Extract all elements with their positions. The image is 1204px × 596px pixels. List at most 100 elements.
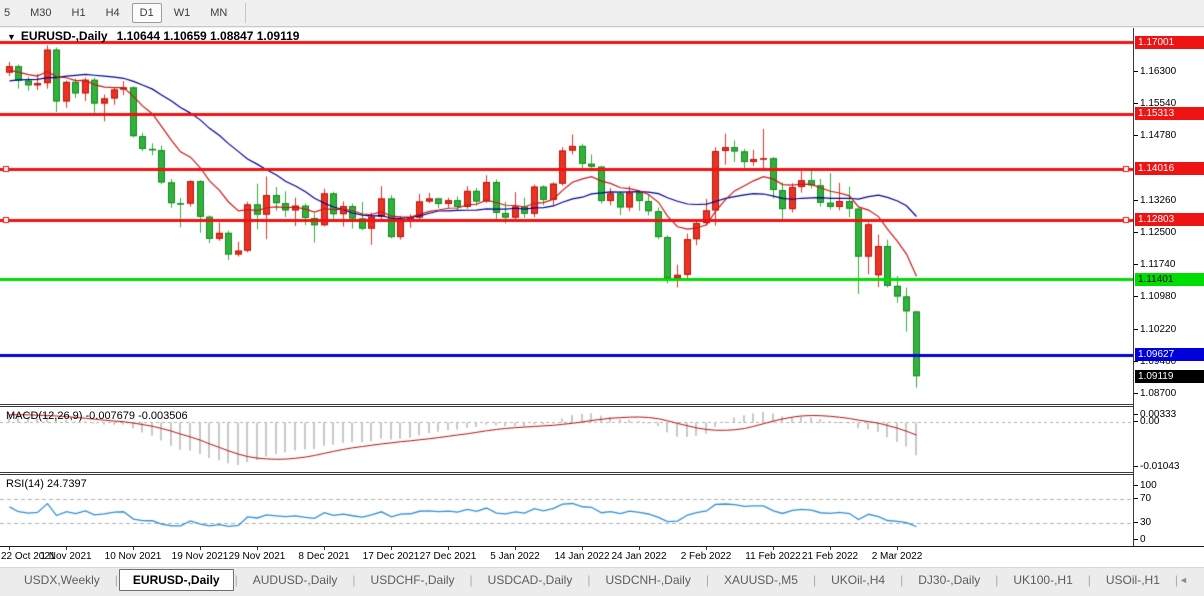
price-axis-tick: 1.12500 xyxy=(1133,226,1177,238)
price-level-badge: 1.09119 xyxy=(1135,369,1204,383)
tab-scroll-left-icon[interactable]: ◄ xyxy=(1179,575,1188,585)
tab-separator: | xyxy=(587,573,591,587)
date-axis-label: 10 Nov 2021 xyxy=(104,551,162,562)
date-axis-label: 2 Mar 2022 xyxy=(871,551,923,562)
tab-xauusd-m5[interactable]: XAUUSD-,M5 xyxy=(723,573,798,587)
macd-axis-tick: -0.01043 xyxy=(1133,461,1180,473)
price-level-badge: 1.15313 xyxy=(1135,107,1204,121)
price-axis[interactable]: 1.16300 1.15540 1.14780 1.13260 1.12500 1.117… xyxy=(1133,28,1204,546)
price-axis-tick: 1.08700 xyxy=(1133,387,1177,399)
chart-symbol-label: EURUSD-,Daily xyxy=(20,29,108,43)
tab-separator: | xyxy=(995,573,999,587)
time-axis-tick xyxy=(448,547,449,550)
price-axis-tick: 1.10220 xyxy=(1133,323,1177,335)
price-chart-canvas[interactable] xyxy=(0,28,1133,546)
time-axis-tick xyxy=(582,547,583,550)
tab-dj30-daily[interactable]: DJ30-,Daily xyxy=(918,573,981,587)
chart-tab-bar: USDX,Weekly | EURUSD-,Daily | AUDUSD-,Daily |… xyxy=(0,567,1204,596)
timeframe-button-5[interactable]: 5 xyxy=(4,7,11,19)
tab-separator: | xyxy=(1087,573,1091,587)
timeframe-button-m30[interactable]: M30 xyxy=(30,7,52,19)
rsi-name: RSI(14) xyxy=(6,478,44,490)
tab-separator: | xyxy=(705,573,709,587)
timeframe-button-w1[interactable]: W1 xyxy=(173,7,191,19)
rsi-indicator-label: RSI(14) 24.7397 xyxy=(6,478,87,490)
chart-ohlc-values: 1.10644 1.10659 1.08847 1.09119 xyxy=(116,29,300,43)
tab-usdcnh-daily[interactable]: USDCNH-,Daily xyxy=(605,573,691,587)
price-level-badge: 1.11401 xyxy=(1135,272,1204,286)
timeframe-button-d1[interactable]: D1 xyxy=(131,3,162,23)
timeframe-button-h1[interactable]: H1 xyxy=(71,7,86,19)
price-level-badge: 1.12803 xyxy=(1135,213,1204,227)
price-axis-tick: 1.10980 xyxy=(1133,291,1177,303)
macd-axis-tick: 0.00333 xyxy=(1133,409,1177,420)
tab-separator: | xyxy=(352,573,356,587)
tab-eurusd-daily[interactable]: EURUSD-,Daily xyxy=(118,569,234,591)
tab-audusd-daily[interactable]: AUDUSD-,Daily xyxy=(252,573,338,587)
time-axis[interactable]: 22 Oct 2021 1 Nov 2021 10 Nov 2021 19 Nov 2… xyxy=(0,546,1204,567)
tab-separator: | xyxy=(469,573,473,587)
time-axis-tick xyxy=(773,547,774,550)
macd-panel-splitter[interactable] xyxy=(0,404,1133,407)
time-axis-tick xyxy=(324,547,325,550)
macd-signal-value: -0.003506 xyxy=(138,410,188,422)
chart-dropdown-icon[interactable]: ▼ xyxy=(7,32,16,42)
time-axis-tick xyxy=(897,547,898,550)
tab-usdcad-daily[interactable]: USDCAD-,Daily xyxy=(487,573,573,587)
price-axis-tick: 1.16300 xyxy=(1133,65,1177,77)
date-axis-label: 8 Dec 2021 xyxy=(298,551,350,562)
price-axis-tick: 1.13260 xyxy=(1133,194,1177,206)
macd-axis-tick: 0.00 xyxy=(1133,416,1160,428)
time-axis-tick xyxy=(639,547,640,550)
date-axis-label: 5 Jan 2022 xyxy=(490,551,540,562)
date-axis-label: 14 Jan 2022 xyxy=(554,551,610,562)
date-axis-label: 29 Nov 2021 xyxy=(228,551,286,562)
price-axis-tick: 1.09460 xyxy=(1133,355,1177,367)
tab-separator: | xyxy=(1174,573,1179,587)
time-axis-tick xyxy=(830,547,831,550)
date-axis-label: 1 Nov 2021 xyxy=(40,551,92,562)
macd-main-value: -0.007679 xyxy=(85,410,136,422)
tab-uk100-h1[interactable]: UK100-,H1 xyxy=(1013,573,1073,587)
date-axis-label: 19 Nov 2021 xyxy=(171,551,229,562)
rsi-panel-splitter[interactable] xyxy=(0,472,1133,475)
timeframe-toolbar: 5 M30 H1 H4 D1 W1 MN xyxy=(0,0,1204,27)
date-axis-label: 24 Jan 2022 xyxy=(611,551,667,562)
tab-ukoil-h4[interactable]: UKOil-,H4 xyxy=(831,573,886,587)
time-axis-tick xyxy=(257,547,258,550)
date-axis-label: 17 Dec 2021 xyxy=(362,551,420,562)
time-axis-tick xyxy=(200,547,201,550)
price-axis-tick: 1.15540 xyxy=(1133,97,1177,109)
price-level-badge: 1.14016 xyxy=(1135,162,1204,176)
timeframe-button-h4[interactable]: H4 xyxy=(105,7,120,19)
time-axis-tick xyxy=(66,547,67,550)
time-axis-tick xyxy=(391,547,392,550)
tab-separator: | xyxy=(114,573,118,587)
tab-usoil-h1[interactable]: USOil-,H1 xyxy=(1105,573,1160,587)
date-axis-label: 27 Dec 2021 xyxy=(419,551,477,562)
tab-separator: | xyxy=(900,573,904,587)
chart-title: ▼ EURUSD-,Daily 1.10644 1.10659 1.08847 1.… xyxy=(7,29,300,43)
date-axis-label: 22 Oct 2021 xyxy=(1,551,56,562)
price-axis-tick: 1.11740 xyxy=(1133,259,1176,271)
time-axis-tick xyxy=(515,547,516,550)
tab-separator: | xyxy=(812,573,817,587)
date-axis-label: 2 Feb 2022 xyxy=(680,551,732,562)
rsi-axis-tick: 30 xyxy=(1133,517,1152,529)
price-level-badge: 1.09627 xyxy=(1135,348,1204,362)
tab-usdchf-daily[interactable]: USDCHF-,Daily xyxy=(370,573,455,587)
time-axis-tick xyxy=(706,547,707,550)
chart-window: ▼ EURUSD-,Daily 1.10644 1.10659 1.08847 1.… xyxy=(0,28,1204,567)
rsi-axis-tick: 70 xyxy=(1133,492,1152,504)
macd-indicator-label: MACD(12,26,9) -0.007679 -0.003506 xyxy=(6,410,188,422)
tab-scroll-arrows: ◄ ► xyxy=(1179,575,1204,585)
time-axis-tick xyxy=(133,547,134,550)
tab-usdx-weekly[interactable]: USDX,Weekly xyxy=(24,573,100,587)
toolbar-divider xyxy=(245,3,247,23)
price-level-badge: 1.17001 xyxy=(1135,35,1204,49)
price-axis-tick: 1.14780 xyxy=(1133,130,1177,142)
rsi-axis-tick: 100 xyxy=(1134,480,1157,491)
tab-separator: | xyxy=(234,573,238,587)
time-axis-tick xyxy=(9,547,10,550)
timeframe-button-mn[interactable]: MN xyxy=(210,7,228,19)
